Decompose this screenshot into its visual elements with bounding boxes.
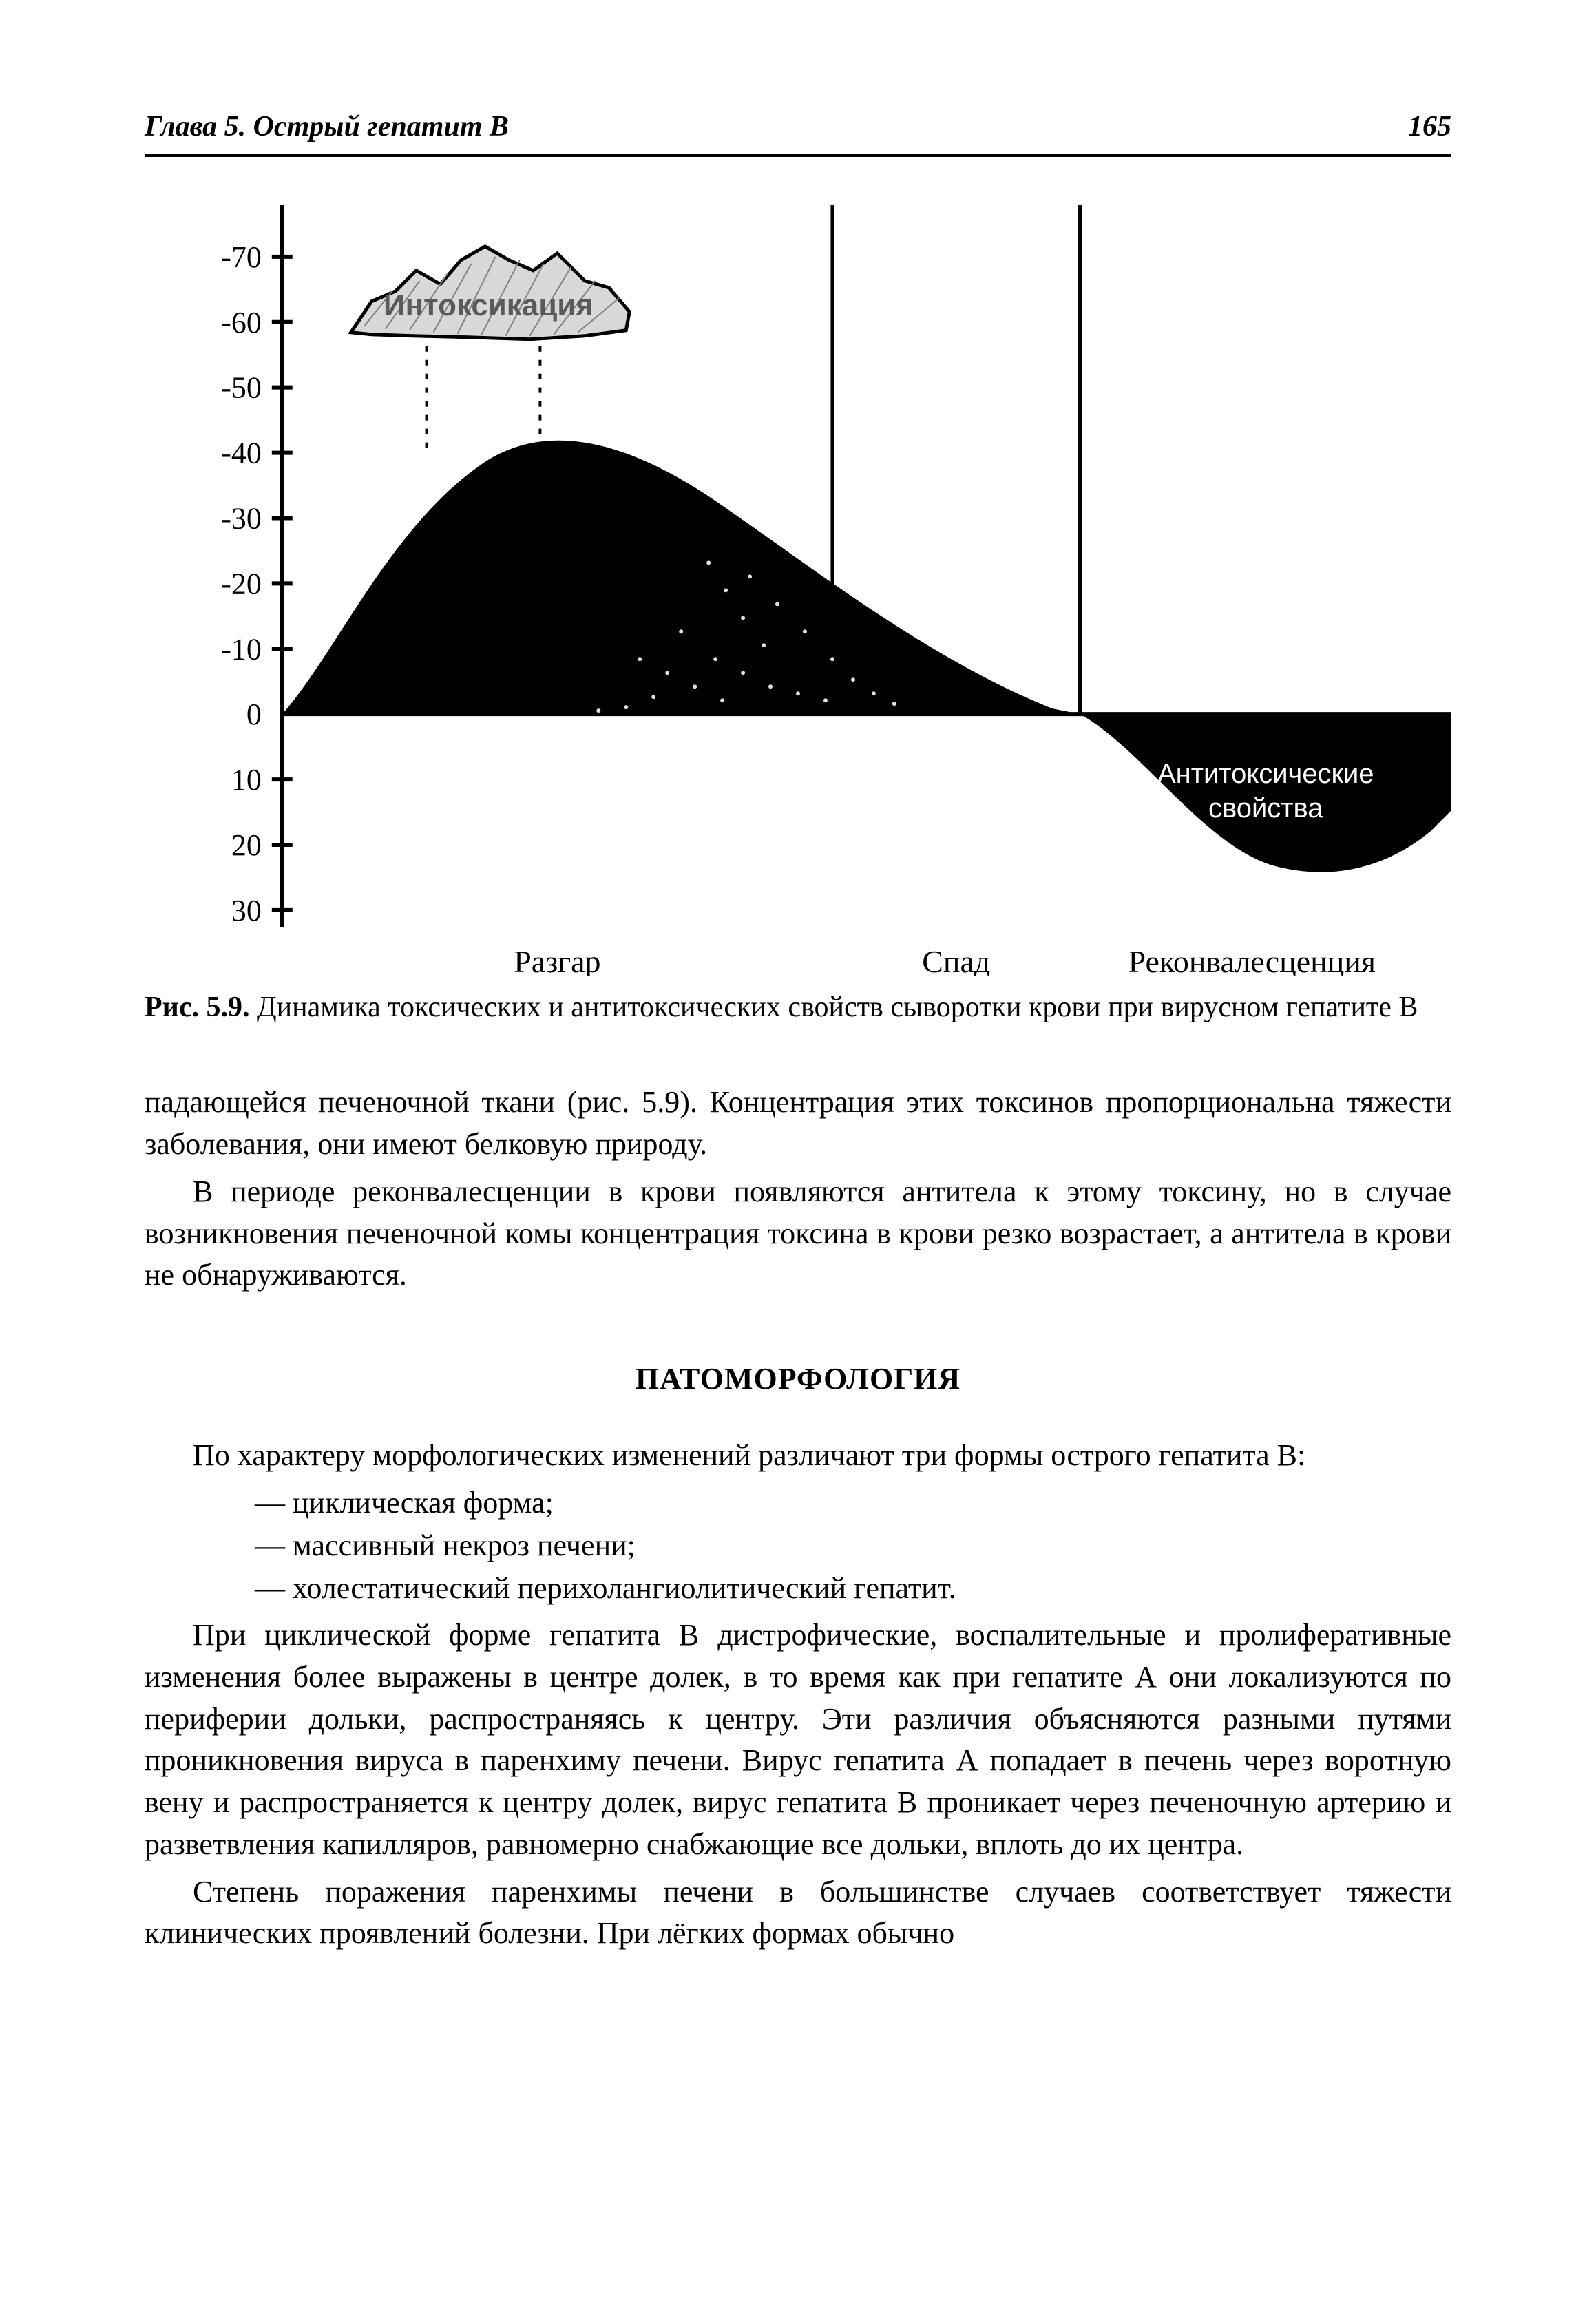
ytick-label: -30: [221, 501, 262, 535]
header-rule: [145, 154, 1451, 157]
list-item: циклическая форма;: [255, 1482, 1451, 1524]
toxic-area: [282, 441, 1080, 714]
paragraph: При циклической форме гепатита В дистроф…: [145, 1615, 1451, 1865]
figure-5-9: -70 -60 -50 -40 -30 -20 -10: [145, 178, 1451, 976]
ytick-label: 0: [246, 697, 262, 731]
paragraph: падающейся печеночной ткани (рис. 5.9). …: [145, 1082, 1451, 1165]
ytick-label: 30: [231, 894, 262, 927]
antitoxic-label-line2: свойства: [1208, 793, 1323, 823]
ytick-label: 20: [231, 828, 262, 862]
forms-list: циклическая форма; массивный некроз пече…: [145, 1482, 1451, 1609]
body-text: падающейся печеночной ткани (рис. 5.9). …: [145, 1082, 1451, 1955]
ytick-label: -20: [221, 567, 262, 600]
ytick-label: -70: [221, 240, 262, 274]
x-label: Реконвалесценция: [1128, 944, 1376, 976]
paragraph: По характеру морфологических изменений р…: [145, 1435, 1451, 1477]
page: Глава 5. Острый гепатит В 165: [0, 0, 1596, 2312]
page-number: 165: [1408, 110, 1451, 143]
ytick-label: -50: [221, 371, 262, 405]
intox-dashed-lines: [427, 333, 540, 453]
ytick-label: -40: [221, 437, 262, 470]
list-item: холестатический перихолангиолитический г…: [255, 1567, 1451, 1610]
list-item: массивный некроз печени;: [255, 1524, 1451, 1567]
ytick-label: -10: [221, 632, 262, 666]
paragraph: Степень поражения паренхимы печени в бол…: [145, 1871, 1451, 1955]
figure-caption-text: Динамика токсических и антитоксических с…: [250, 991, 1418, 1023]
chart-svg: -70 -60 -50 -40 -30 -20 -10: [145, 178, 1451, 976]
x-label: Разгар: [514, 944, 600, 976]
ytick-label: -60: [221, 306, 262, 339]
intox-label: Интоксикация: [384, 288, 594, 322]
ytick-label: 10: [231, 763, 262, 797]
x-label: Спад: [922, 944, 990, 976]
paragraph: В периоде реконвалесценции в крови появл…: [145, 1171, 1451, 1296]
antitoxic-label-line1: Антитоксические: [1157, 759, 1374, 789]
figure-caption: Рис. 5.9. Динамика токсических и антиток…: [145, 988, 1451, 1027]
page-header: Глава 5. Острый гепатит В 165: [145, 110, 1451, 150]
chapter-title: Глава 5. Острый гепатит В: [145, 110, 509, 143]
x-labels: Разгар Спад Реконвалесценция: [514, 944, 1376, 976]
figure-label: Рис. 5.9.: [145, 991, 250, 1023]
section-title: ПАТОМОРФОЛОГИЯ: [145, 1358, 1451, 1400]
